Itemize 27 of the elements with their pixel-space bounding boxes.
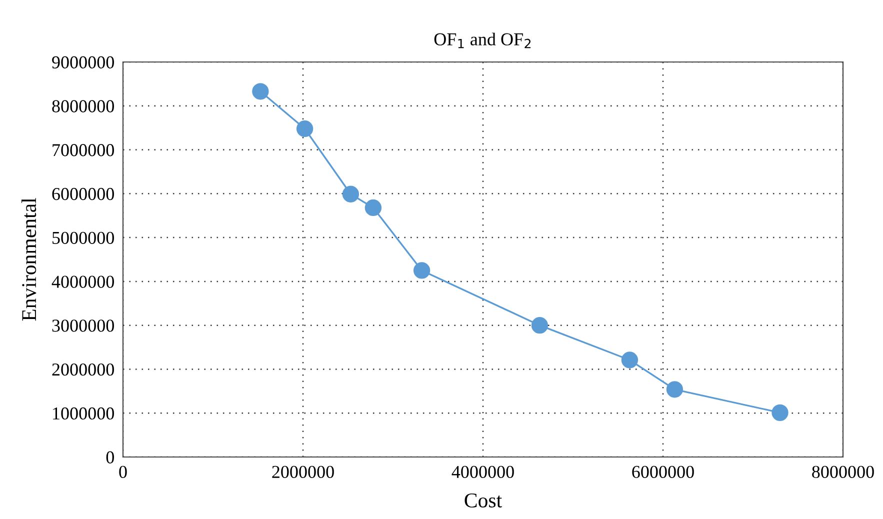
point	[296, 120, 314, 138]
y-tick-label: 4000000	[52, 276, 114, 288]
x-tick-label: 6000000	[632, 466, 694, 478]
point	[252, 83, 269, 100]
y-tick-label: 9000000	[52, 56, 114, 68]
y-tick-label: 1000000	[53, 407, 114, 420]
point	[666, 381, 684, 398]
y-tick-label: 8000000	[52, 100, 114, 112]
point	[772, 404, 788, 422]
point	[621, 352, 638, 368]
point	[531, 317, 548, 334]
point	[413, 262, 430, 279]
y-axis-title: Environmental	[21, 198, 36, 321]
point	[364, 199, 382, 216]
x-tick-label: 0	[119, 466, 127, 478]
y-tick-label: 3000000	[52, 320, 114, 332]
x-axis-title: Cost	[464, 493, 502, 508]
x-tick-label: 4000000	[452, 466, 514, 478]
x-tick-label: 2000000	[272, 466, 334, 478]
x-tick-label: 8000000	[812, 466, 874, 478]
point	[342, 186, 360, 202]
y-tick-label: 2000000	[52, 363, 114, 376]
y-tick-label: 6000000	[52, 188, 114, 200]
y-tick-label: 5000000	[52, 232, 114, 244]
y-tick-label: 7000000	[52, 144, 114, 156]
chart-title: OF$_{1}$ and OF$_{2}$	[434, 32, 531, 48]
y-tick-label: 0	[106, 451, 114, 464]
